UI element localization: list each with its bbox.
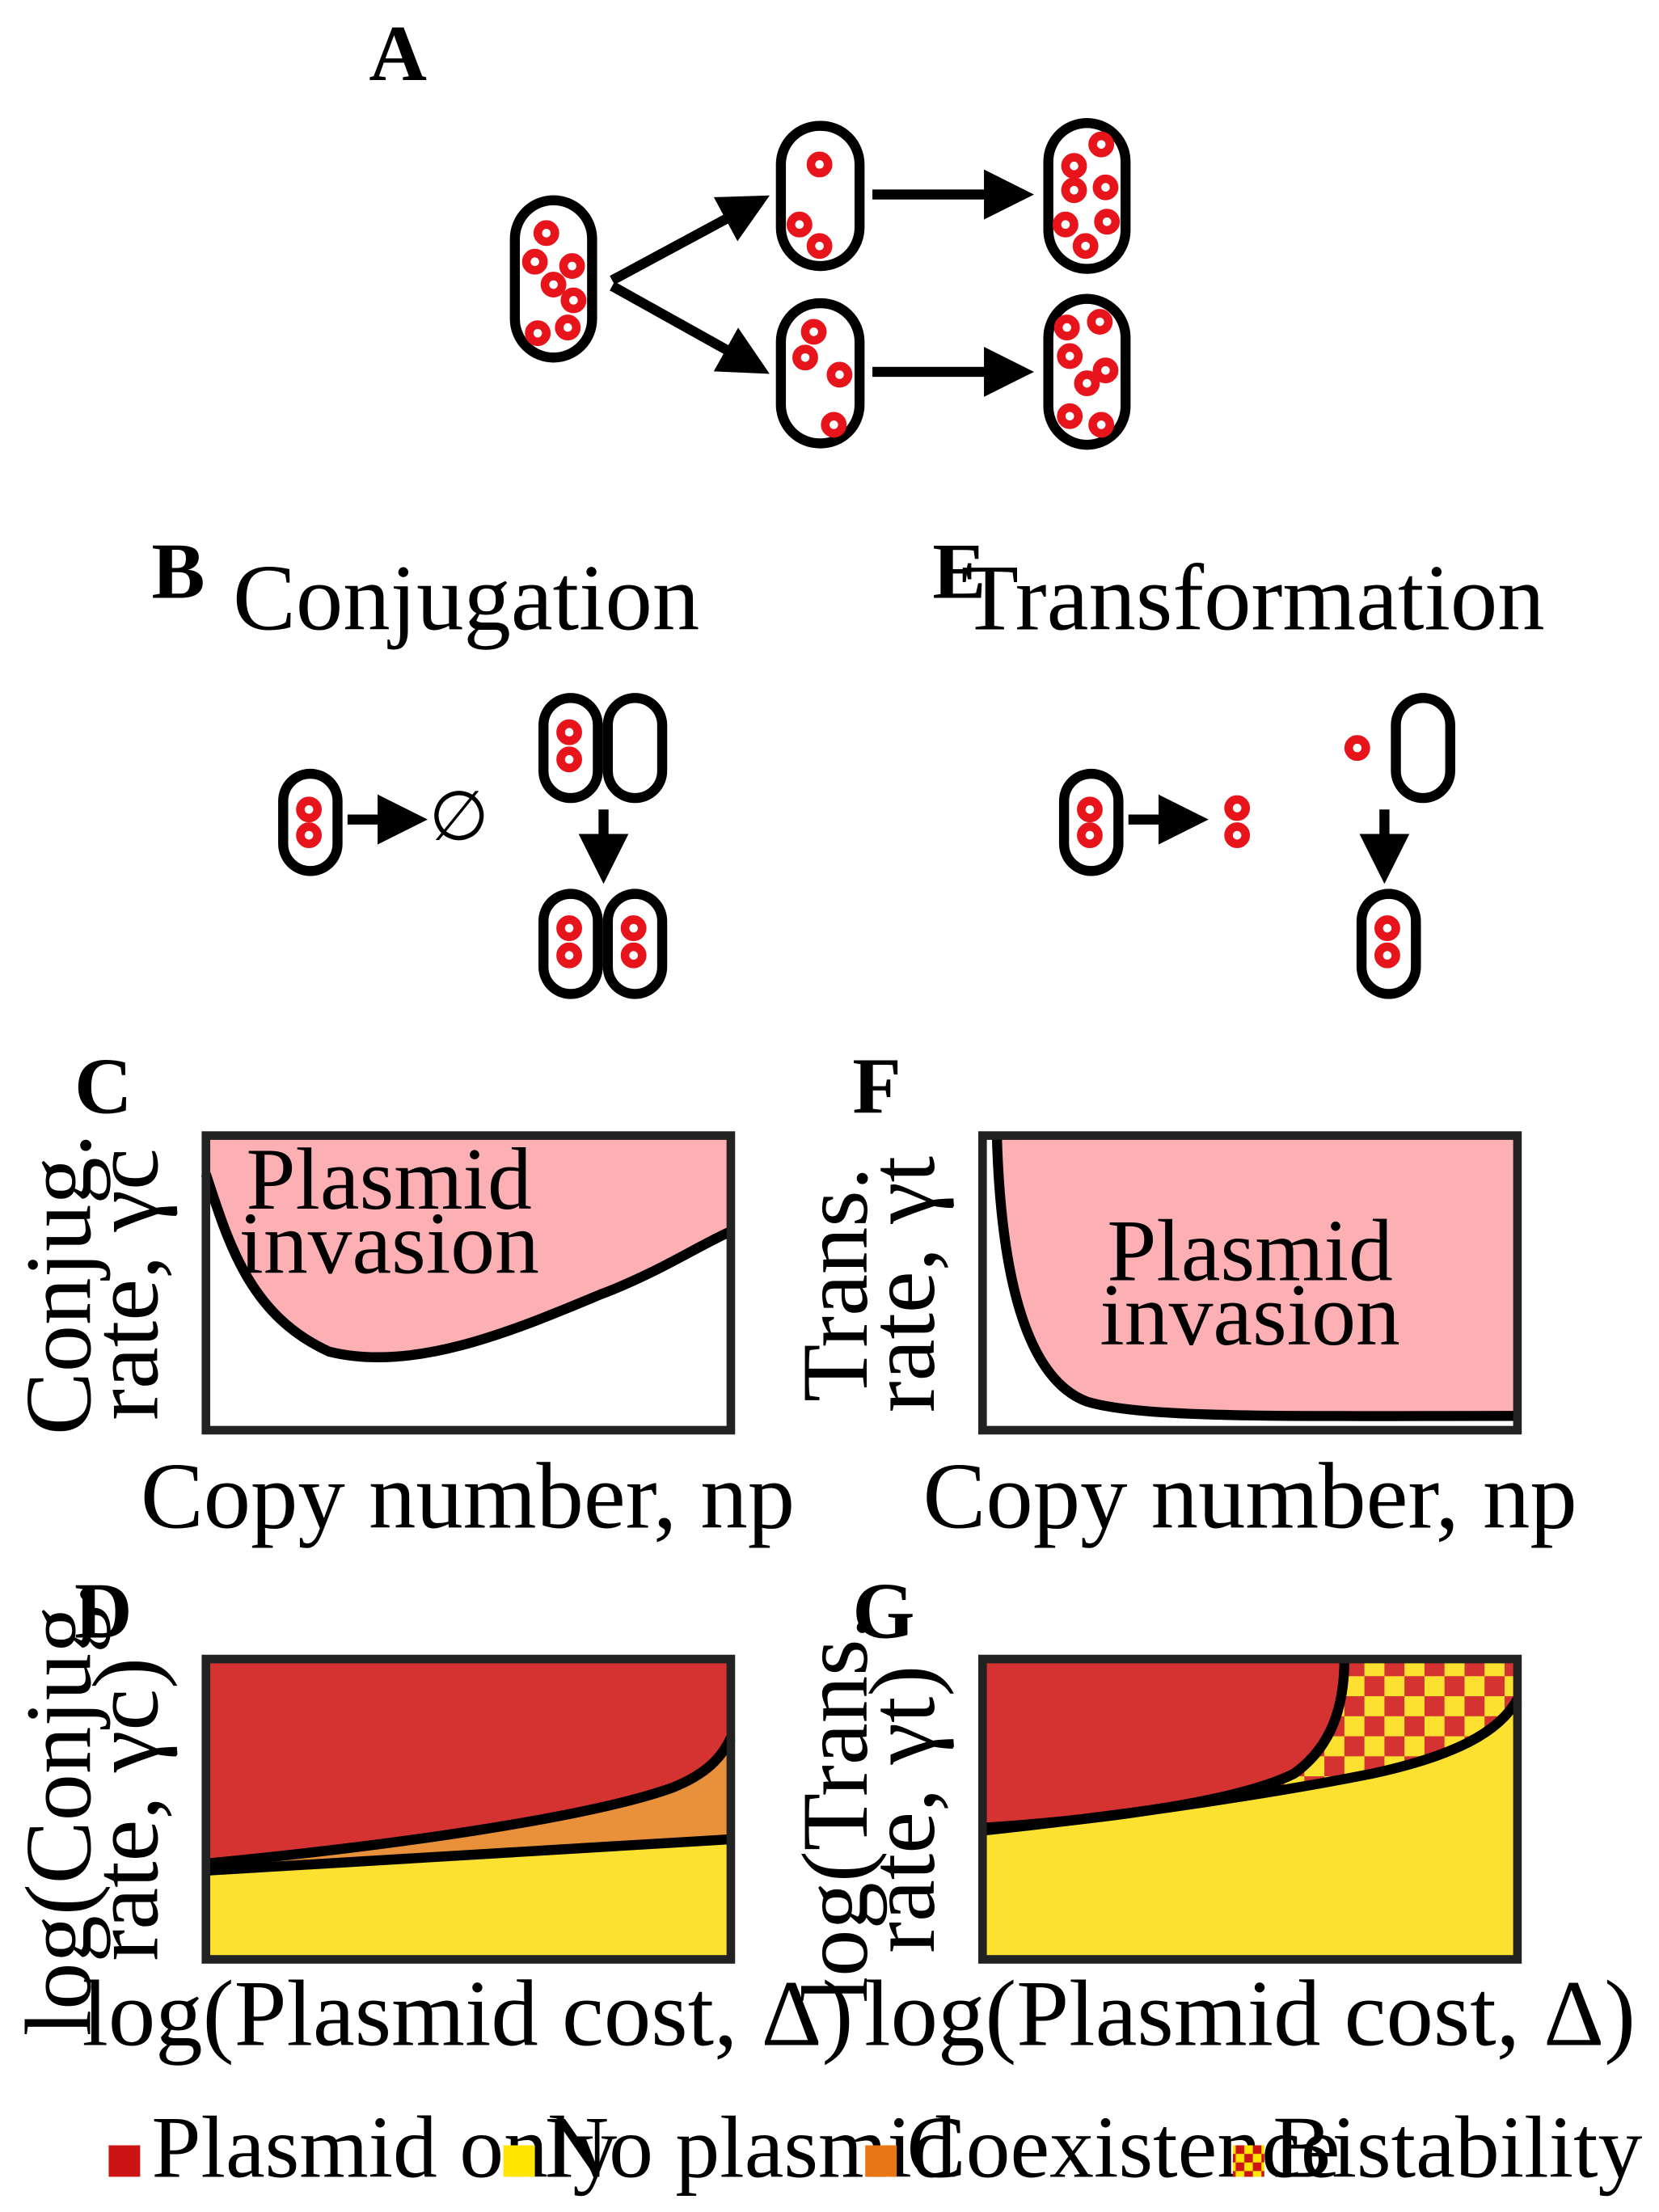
panel-letter-d: D [74,1568,133,1656]
free-plasmids [1224,795,1251,849]
ylabel-f-line1: Trans. [783,1167,888,1402]
panel-letter-g: G [852,1568,914,1656]
panel-letter-b: B [152,527,205,615]
ylabel-c-line2: rate, γc [74,1148,179,1420]
plasmid-loss-cell [278,768,343,876]
plot-frame-g [977,1654,1522,1964]
invasion-region-c [205,1135,731,1357]
invasion-region-f [996,1135,1518,1416]
xlabel-f: Copy number, np [922,1444,1577,1548]
daughter-cell-bottom [775,298,865,449]
region-label-c-line2: invasion [239,1193,539,1292]
replicated-cell-top [1043,117,1131,274]
recipient-cell [602,693,668,804]
replicated-cell-bottom [1043,293,1131,450]
panel-f: F Plasmid invasion Trans. rate, γt Copy … [783,1042,1577,1548]
plot-frame-c [201,1131,736,1435]
transconjugant-pair [538,889,668,999]
lysing-cell [1058,768,1124,876]
legend-label-coexistence: Coexistence [907,2097,1340,2196]
daughter-cell-top [775,120,865,272]
panel-d: D log(Conjug. rate, γc) log(Plasmid cost… [6,1568,853,2066]
panel-letter-f: F [852,1042,901,1130]
figure-content: A [6,10,1642,2196]
region-label-c-line1: Plasmid [246,1129,531,1228]
ylabel-c-line1: Conjug. [6,1133,111,1435]
empty-set-symbol: ∅ [429,779,489,855]
panel-b-title: Conjugation [233,546,699,650]
legend-swatch-coexistence [865,2145,897,2177]
donor-cell [538,693,603,804]
legend-item-coexistence: Coexistence [865,2097,1340,2196]
region-bistability-g [982,1659,1518,1831]
region-no-plasmid-d [205,1838,731,1960]
plot-frame-d [201,1654,736,1964]
region-no-plasmid-g-area [982,1699,1518,1960]
legend-swatch-plasmid-only [108,2145,141,2177]
boundary-upper-d [205,1735,736,1869]
panel-letter-c: C [74,1042,133,1130]
region-label-f-line2: invasion [1100,1265,1400,1364]
panel-letter-e: E [932,527,986,615]
legend-item-bistability: Bistability [1232,2097,1643,2196]
legend-swatch-bistability [1232,2145,1264,2177]
legend: Plasmid only No plasmid Coexistence Bist… [108,2097,1643,2196]
invasion-boundary-c [201,1172,733,1362]
free-plasmid [1344,735,1370,762]
panel-c: C Plasmid invasion Conjug. rate, γc Copy… [6,1042,795,1548]
legend-label-plasmid-only: Plasmid only [152,2097,618,2196]
legend-swatch-no-plasmid [503,2145,535,2177]
xlabel-g: log(Plasmid cost, Δ) [864,1962,1636,2066]
competent-cell [1391,693,1455,804]
ylabel-f-line2: rate, γt [851,1156,955,1412]
division-arrow-down [610,281,770,374]
region-label-f-line1: Plasmid [1107,1201,1392,1299]
panel-b: B Conjugation ∅ [152,527,699,999]
ylabel-g-line2: rate, γt) [851,1665,955,1953]
xlabel-c: Copy number, np [141,1444,795,1548]
plot-frame-f [977,1131,1522,1435]
panel-e-title: Transformation [961,546,1545,650]
invasion-boundary-f [991,1135,1518,1421]
xlabel-d: log(Plasmid cost, Δ) [82,1962,854,2066]
region-coexistence-d [205,1737,731,1871]
legend-label-bistability: Bistability [1273,2097,1642,2196]
boundary-lower-d [205,1834,732,1876]
ylabel-d-line1: log(Conjug. [6,1582,111,2036]
division-arrow-up [610,195,770,285]
ylabel-g-line1: log(Trans. [783,1615,888,2003]
panel-e: E Transformation [932,527,1545,999]
panel-a: A [369,10,1131,450]
parent-cell [509,195,597,363]
panel-letter-a: A [369,10,427,98]
panel-g: G log(Trans.rate, γt)log(Plasmid cost, Δ… [783,1568,1636,2066]
boundary-lower-g [981,1696,1522,1836]
transformed-cell [1356,889,1421,999]
legend-item-plasmid-only: Plasmid only [108,2097,617,2196]
ylabel-d-line2: rate, γc) [74,1657,179,1961]
